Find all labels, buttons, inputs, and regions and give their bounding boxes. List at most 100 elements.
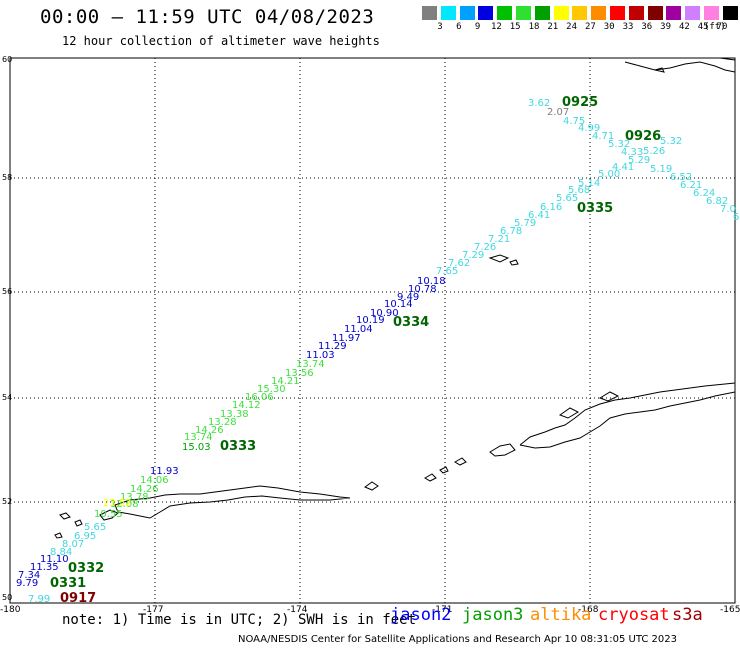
time-label: 0335 bbox=[577, 201, 613, 216]
wave-height-label: 13.56 bbox=[285, 368, 314, 379]
lat-tick-label: 58 bbox=[2, 173, 12, 182]
time-label: 0925 bbox=[562, 95, 598, 110]
color-swatch bbox=[722, 6, 738, 20]
wave-height-label: 13.78 bbox=[120, 492, 149, 503]
lon-tick-label: -171 bbox=[432, 605, 452, 615]
wave-height-label: 14.06 bbox=[140, 475, 169, 486]
wave-height-label: 10.78 bbox=[408, 284, 437, 295]
wave-height-label: 4.99 bbox=[578, 123, 600, 134]
wave-height-label: 15.03 bbox=[182, 442, 211, 453]
color-bar-label: 27 bbox=[584, 22, 596, 32]
wave-height-label: 14.26 bbox=[195, 425, 224, 436]
time-label: 0334 bbox=[393, 315, 429, 330]
wave-height-label: 5.65 bbox=[556, 193, 578, 204]
time-label: 0333 bbox=[220, 439, 256, 454]
wave-height-label: 2.07 bbox=[547, 107, 569, 118]
wave-height-label: 5.19 bbox=[650, 164, 672, 175]
time-label: 0926 bbox=[625, 129, 661, 144]
color-swatch bbox=[553, 6, 569, 20]
time-label: 0332 bbox=[68, 561, 104, 576]
lat-tick-label: 56 bbox=[2, 287, 12, 296]
wave-height-label: 9.49 bbox=[397, 292, 419, 303]
wave-height-label: 5.79 bbox=[514, 218, 536, 229]
wave-height-label: 6.21 bbox=[680, 180, 702, 191]
color-bar-label: 30 bbox=[603, 22, 615, 32]
legend-entry-cryosat: cryosat bbox=[598, 605, 670, 625]
color-bar-label: 70 bbox=[716, 22, 728, 32]
wave-height-label: 3.62 bbox=[528, 98, 550, 109]
wave-height-label: 7.34 bbox=[18, 570, 40, 581]
color-bar-label: 36 bbox=[641, 22, 653, 32]
color-bar-label: 12 bbox=[490, 22, 502, 32]
lon-tick-label: -180 bbox=[0, 605, 21, 615]
footer-note: note: 1) Time is in UTC; 2) SWH is in fe… bbox=[62, 612, 417, 628]
wave-height-label: 13.74 bbox=[184, 432, 213, 443]
wave-height-label: 10.55 bbox=[94, 509, 123, 520]
lon-tick-label: -168 bbox=[578, 605, 599, 615]
lon-tick-label: -177 bbox=[143, 605, 163, 615]
wave-height-label: 6.41 bbox=[528, 210, 550, 221]
wave-height-label: 7.99 bbox=[28, 594, 50, 605]
wave-height-label: 5.65 bbox=[84, 522, 106, 533]
color-bar-label: 45 bbox=[697, 22, 709, 32]
color-swatch bbox=[647, 6, 663, 20]
color-bar-label: 6 bbox=[456, 22, 462, 32]
color-swatch bbox=[610, 6, 625, 20]
wave-height-label: 13.28 bbox=[208, 417, 237, 428]
axis-labels: 60 58 56 54 52 50 -180 -177 -174 -171 -168 -165 bbox=[0, 55, 740, 615]
wave-height-label: 11.10 bbox=[40, 554, 69, 565]
color-bar-label: 3 bbox=[437, 22, 443, 32]
color-swatch bbox=[628, 6, 644, 20]
page-subtitle: 12 hour collection of altimeter wave hei… bbox=[62, 34, 380, 48]
wave-height-label: 10.90 bbox=[370, 308, 399, 319]
wave-height-label: 6.24 bbox=[693, 188, 715, 199]
color-bar-label: 24 bbox=[566, 22, 578, 32]
color-bar-label: 18 bbox=[528, 22, 540, 32]
wave-height-label: 10.18 bbox=[417, 276, 446, 287]
wave-height-label: 5.14 bbox=[578, 178, 600, 189]
wave-height-label: 11.29 bbox=[318, 341, 347, 352]
wave-height-label: 5.26 bbox=[643, 146, 665, 157]
coastline bbox=[54, 57, 736, 539]
map-frame bbox=[9, 57, 736, 604]
legend-entry-s3a: s3a bbox=[672, 605, 703, 625]
wave-height-label: 16.06 bbox=[245, 392, 274, 403]
color-swatch bbox=[422, 6, 437, 20]
wave-height-label: 4.33 bbox=[621, 147, 643, 158]
wave-height-label: 4.41 bbox=[612, 162, 634, 173]
wave-height-label: 5.68 bbox=[568, 185, 590, 196]
lon-tick-label: -174 bbox=[287, 605, 308, 615]
legend-entry-altika: altika bbox=[530, 605, 592, 625]
wave-height-label: 6.52 bbox=[670, 172, 692, 183]
wave-height-label: 10.14 bbox=[384, 299, 413, 310]
time-label: 0917 bbox=[60, 591, 96, 606]
wave-height-label: 11.03 bbox=[306, 350, 335, 361]
page-title: 00:00 – 11:59 UTC 04/08/2023 bbox=[40, 6, 375, 28]
legend-entry-jason2: jason2 bbox=[390, 605, 452, 625]
legend-entry-jason3: jason3 bbox=[462, 605, 524, 625]
color-swatch bbox=[497, 6, 513, 20]
color-bar-label: 15 bbox=[509, 22, 521, 32]
wave-height-label: 11.93 bbox=[150, 466, 179, 477]
wave-height-label: 6.82 bbox=[706, 196, 728, 207]
color-bar-unit: (ft) bbox=[704, 22, 726, 32]
wave-height-label: 7.0 bbox=[720, 204, 736, 215]
wave-height-label: 13.74 bbox=[296, 359, 325, 370]
wave-height-label: 11.04 bbox=[344, 324, 373, 335]
color-swatch bbox=[704, 6, 719, 20]
wave-height-label: 10.19 bbox=[356, 315, 385, 326]
wave-height-label: 7.29 bbox=[462, 250, 484, 261]
color-bar-label: 33 bbox=[622, 22, 634, 32]
wave-height-label: 6.78 bbox=[500, 226, 522, 237]
color-swatch bbox=[534, 6, 550, 20]
color-bar-label: 21 bbox=[547, 22, 559, 32]
wave-height-label: 5.32 bbox=[660, 136, 682, 147]
wave-height-label: 6 bbox=[733, 212, 739, 223]
lon-tick-label: -165 bbox=[720, 605, 740, 615]
color-bar-label: 9 bbox=[474, 22, 481, 32]
wave-height-label: 12.08 bbox=[110, 499, 139, 510]
wave-height-label: 7.26 bbox=[474, 242, 496, 253]
color-swatch bbox=[591, 6, 607, 20]
